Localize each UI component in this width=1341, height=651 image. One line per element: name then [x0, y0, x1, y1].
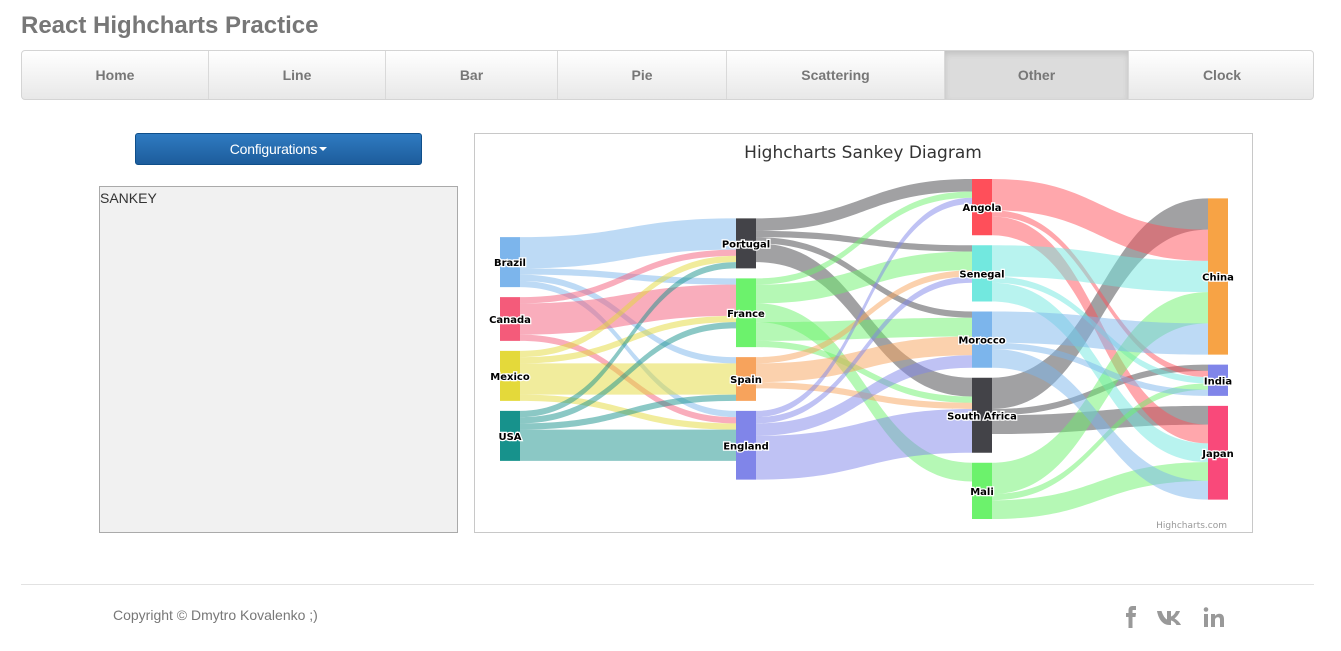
facebook-icon[interactable] [1122, 604, 1140, 630]
node-label-portugal: Portugal [722, 239, 770, 250]
node-label-mexico: Mexico [490, 372, 530, 383]
link-angola-to-china[interactable] [992, 179, 1208, 261]
link-mali-to-china[interactable] [992, 292, 1208, 494]
node-senegal[interactable] [972, 245, 992, 302]
node-india[interactable] [1208, 364, 1228, 396]
sankey-chart: Highcharts Sankey Diagram Brazil Canada Me… [488, 143, 1235, 531]
tab-pie[interactable]: Pie [558, 51, 727, 99]
node-usa[interactable] [500, 410, 520, 461]
tab-line[interactable]: Line [209, 51, 386, 99]
link-canada-to-portugal[interactable] [520, 249, 736, 304]
node-france[interactable] [736, 278, 756, 348]
tab-clock[interactable]: Clock [1202, 67, 1242, 83]
link-morocco-to-china[interactable] [992, 311, 1208, 355]
link-brazil-to-england[interactable] [520, 280, 736, 418]
sankey-chart-container: Highcharts Sankey Diagram Brazil Canada Me… [474, 133, 1253, 533]
configurations-dropdown-button[interactable]: Configurations [135, 133, 422, 165]
link-morocco-to-japan[interactable] [992, 349, 1208, 500]
configurations-label: Configurations [229, 141, 318, 157]
link-usa-to-france[interactable] [520, 322, 736, 424]
link-england-to-senegal[interactable] [756, 276, 972, 424]
caret-down-icon [319, 147, 328, 151]
link-senegal-to-china[interactable] [992, 245, 1208, 293]
tab-home[interactable]: Home [22, 51, 209, 99]
node-label-france: France [727, 309, 765, 320]
node-mexico[interactable] [500, 350, 520, 401]
chart-title: Highcharts Sankey Diagram [744, 143, 982, 163]
link-england-to-morocco[interactable] [756, 355, 972, 436]
node-japan[interactable] [1208, 405, 1228, 500]
node-label-japan: Japan [1201, 449, 1234, 460]
link-usa-to-england[interactable] [520, 429, 736, 461]
app-title: React Highcharts Practice [21, 12, 319, 39]
configuration-panel: SANKEY [99, 186, 458, 533]
chart-credits[interactable]: Highcharts.com [1156, 521, 1227, 531]
link-morocco-to-india[interactable] [992, 342, 1208, 396]
node-label-canada: Canada [489, 315, 531, 326]
node-brazil[interactable] [500, 237, 520, 288]
tab-other[interactable]: Other [945, 51, 1129, 99]
link-france-to-senegal[interactable] [756, 251, 972, 304]
node-canada[interactable] [500, 297, 520, 341]
node-label-angola: Angola [962, 203, 1001, 214]
node-spain[interactable] [736, 357, 756, 401]
node-morocco[interactable] [972, 311, 992, 368]
sankey-nodes [500, 179, 1228, 519]
link-portugal-to-angola[interactable] [756, 179, 972, 231]
node-label-china: China [1202, 273, 1234, 284]
link-spain-to-senegal[interactable] [756, 270, 972, 364]
link-mexico-to-spain[interactable] [520, 363, 736, 395]
main-nav: Home Line Bar Pie Scattering Other Clock [21, 50, 1314, 100]
link-spain-to-morocco[interactable] [756, 336, 972, 383]
node-label-india: India [1204, 376, 1232, 387]
node-south-africa[interactable] [972, 377, 992, 453]
footer-divider [21, 584, 1314, 585]
link-france-to-south-africa[interactable] [756, 340, 972, 403]
node-label-senegal: Senegal [959, 269, 1004, 280]
node-label-morocco: Morocco [958, 336, 1005, 347]
node-china[interactable] [1208, 198, 1228, 355]
node-mali[interactable] [972, 462, 992, 519]
link-england-to-south-africa[interactable] [756, 409, 972, 480]
sankey-labels: Brazil Canada Mexico USA Portugal France Spain… [488, 202, 1235, 499]
node-label-spain: Spain [730, 375, 762, 386]
tab-bar[interactable]: Bar [386, 51, 558, 99]
selected-chart-type: SANKEY [100, 190, 157, 206]
node-label-england: England [723, 441, 769, 452]
vk-icon[interactable] [1155, 604, 1185, 630]
linkedin-icon[interactable] [1202, 604, 1226, 630]
link-usa-to-portugal[interactable] [520, 262, 736, 418]
node-portugal[interactable] [736, 218, 756, 269]
sankey-links [520, 179, 1208, 519]
link-south-africa-to-china[interactable] [992, 198, 1208, 409]
link-brazil-to-portugal[interactable] [520, 218, 736, 269]
node-label-south-africa: South Africa [947, 411, 1017, 422]
link-mali-to-india[interactable] [992, 383, 1208, 501]
link-mexico-to-portugal[interactable] [520, 255, 736, 358]
link-france-to-morocco[interactable] [756, 317, 972, 341]
link-france-to-angola[interactable] [756, 191, 972, 285]
node-angola[interactable] [972, 179, 992, 236]
tab-scattering[interactable]: Scattering [727, 51, 945, 99]
node-label-usa: USA [498, 432, 521, 443]
node-label-brazil: Brazil [494, 258, 526, 269]
link-usa-to-spain[interactable] [520, 394, 736, 430]
copyright-text: Copyright © Dmytro Kovalenko ;) [113, 607, 318, 623]
link-angola-to-india[interactable] [992, 210, 1208, 378]
node-label-mali: Mali [970, 487, 994, 498]
link-england-to-angola[interactable] [756, 197, 972, 418]
node-england[interactable] [736, 410, 756, 480]
